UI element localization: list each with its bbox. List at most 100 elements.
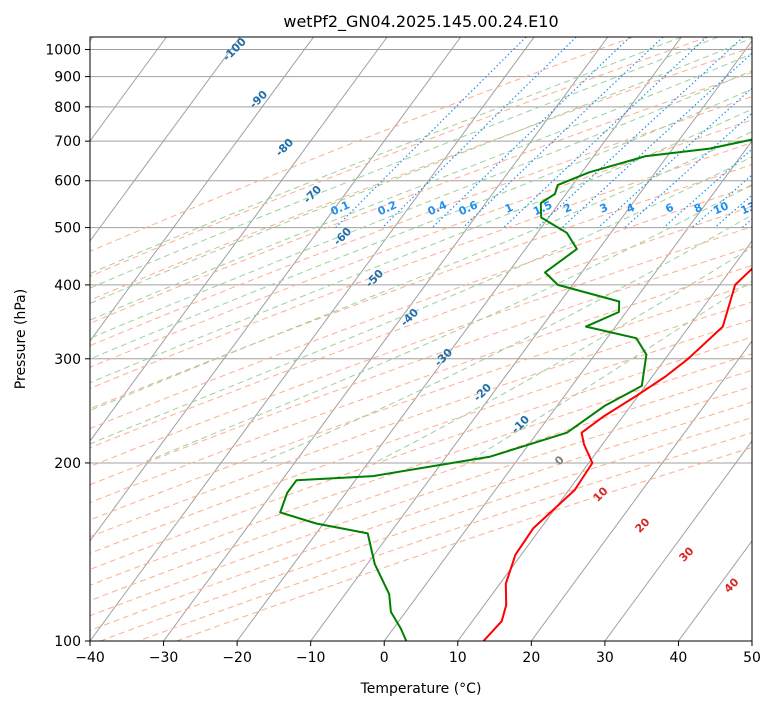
isotherm-line: [90, 37, 388, 442]
isotherm-label: -70: [301, 183, 324, 206]
y-tick-label: 100: [54, 634, 81, 650]
isotherm-line: [751, 640, 752, 641]
isotherm-line: [236, 37, 682, 641]
y-tick-label: 1000: [45, 43, 81, 59]
isotherm-line: [90, 37, 535, 641]
y-tick-label: 900: [54, 70, 81, 86]
isotherm-label: -50: [363, 267, 386, 290]
isotherm-line: [90, 37, 315, 342]
mixing-ratio-label: 10: [711, 199, 731, 217]
dry-adiabat-line: [90, 385, 752, 617]
moist-adiabat-line: [90, 88, 752, 360]
mixing-ratio-line: [663, 148, 752, 229]
isotherm-label: -80: [273, 136, 296, 159]
moist-adiabat-line: [465, 280, 752, 464]
dry-adiabat-line: [90, 206, 752, 449]
x-tick-label: 40: [670, 650, 688, 666]
dry-adiabat-line: [90, 369, 752, 602]
mixing-ratio-line: [764, 37, 775, 228]
dry-adiabat-line: [90, 37, 634, 252]
mixing-ratio-label: 2: [561, 201, 573, 216]
x-axis-title: Temperature (°C): [360, 681, 482, 697]
temperature-profile-line: [482, 267, 752, 641]
moist-adiabat-line: [90, 70, 752, 339]
mixing-ratio-label: 16: [761, 199, 775, 217]
mixing-ratio-line: [431, 37, 631, 229]
y-tick-label: 600: [54, 174, 81, 190]
moist-adiabat-line: [373, 246, 752, 464]
isotherm-label: 10: [591, 484, 611, 504]
dry-adiabat-line: [90, 119, 752, 368]
x-tick-label: 0: [380, 650, 389, 666]
dewpoint-profile-line: [279, 138, 752, 641]
dry-adiabat-line: [90, 164, 752, 410]
moist-adiabat-line: [259, 214, 752, 464]
mixing-ratio-line: [462, 37, 664, 229]
x-tick-label: 10: [449, 650, 467, 666]
mixing-ratio-line: [597, 87, 752, 229]
isotherm-line: [530, 340, 752, 641]
y-tick-label: 300: [54, 352, 81, 368]
mixing-ratio-label: 6: [663, 201, 676, 216]
dry-adiabat-line: [100, 417, 752, 641]
moist-adiabat-line: [90, 37, 682, 275]
mixing-ratio-label: 13: [739, 199, 758, 217]
dry-adiabat-line: [90, 142, 752, 389]
dry-adiabat-line: [90, 319, 752, 554]
dry-adiabat-line: [90, 226, 752, 468]
moist-adiabat-line: [90, 131, 752, 412]
dry-adiabat-line: [90, 301, 752, 538]
dry-adiabat-line: [90, 71, 752, 324]
isotherm-label: 20: [633, 515, 653, 535]
moist-adiabat-line: [90, 37, 719, 289]
mixing-ratio-line: [335, 37, 527, 229]
x-tick-label: 50: [743, 650, 761, 666]
y-tick-label: 500: [54, 221, 81, 237]
isotherm-line: [383, 140, 752, 641]
dry-adiabat-line: [90, 264, 752, 504]
isotherm-line: [457, 240, 752, 641]
dry-adiabat-line: [90, 245, 752, 486]
isoline-labels: 0.10.20.40.611.52346810131620253036-100-…: [220, 37, 775, 596]
isotherm-line: [604, 440, 752, 641]
mixing-ratio-line: [561, 52, 752, 229]
y-tick-label: 200: [54, 456, 81, 472]
dry-adiabat-line: [90, 46, 752, 301]
y-tick-label: 700: [54, 134, 81, 150]
isotherm-label: -90: [247, 88, 270, 111]
mixing-ratio-line: [691, 174, 752, 229]
mixing-ratio-label: 1: [503, 201, 515, 216]
dry-adiabat-line: [90, 353, 752, 586]
isotherm-line: [90, 37, 167, 142]
x-tick-label: −40: [75, 650, 105, 666]
moist-adiabat-line: [90, 156, 752, 445]
isotherm-line: [90, 37, 462, 542]
isotherm-line: [90, 37, 241, 242]
dry-adiabat-line: [90, 96, 752, 347]
x-tick-label: 30: [596, 650, 614, 666]
mixing-ratio-label: 0.2: [376, 198, 399, 218]
isotherm-label: 30: [677, 544, 697, 564]
dry-adiabat-line: [90, 401, 752, 632]
x-tick-label: −30: [149, 650, 179, 666]
background-lines: [90, 37, 775, 641]
x-tick-label: −10: [296, 650, 326, 666]
moist-adiabat-line: [90, 108, 752, 384]
isotherm-label: -60: [331, 225, 354, 248]
mixing-ratio-label: 0.1: [329, 198, 352, 218]
dry-adiabat-line: [90, 336, 752, 570]
x-tick-label: −20: [222, 650, 252, 666]
y-tick-label: 800: [54, 100, 81, 116]
dry-adiabat-line: [90, 283, 752, 521]
x-tick-label: 20: [522, 650, 540, 666]
dry-adiabat-line: [90, 37, 708, 277]
isotherm-label: 0: [552, 453, 567, 468]
mixing-ratio-line: [536, 37, 744, 229]
moist-adiabat-line: [90, 37, 752, 305]
isotherm-label: -40: [398, 306, 421, 329]
mixing-ratio-line: [624, 112, 752, 229]
y-axis-title: Pressure (hPa): [13, 289, 29, 389]
chart-title: wetPf2_GN04.2025.145.00.24.E10: [283, 12, 558, 32]
